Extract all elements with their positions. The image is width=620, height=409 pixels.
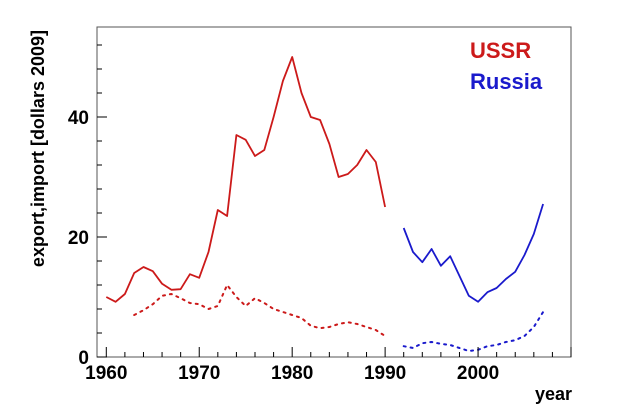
x-tick-label: 1960 bbox=[85, 363, 127, 384]
y-tick-label: 20 bbox=[68, 228, 89, 249]
plot-frame bbox=[96, 26, 572, 358]
series-line-russia-import bbox=[402, 311, 545, 352]
series-line-russia-export bbox=[402, 203, 544, 303]
series-layer bbox=[105, 56, 545, 352]
series-line-ussr-import bbox=[133, 284, 387, 337]
series-line-ussr-export bbox=[105, 56, 386, 303]
axis-layer: 1960 1970 1980 1990 2000 0 20 40 bbox=[68, 44, 572, 384]
y-tick-label: 40 bbox=[68, 108, 89, 129]
x-axis-label: year bbox=[535, 384, 572, 404]
x-tick-label: 1970 bbox=[178, 363, 220, 384]
legend-ussr: USSR bbox=[470, 38, 531, 63]
x-tick-label: 2000 bbox=[457, 363, 499, 384]
y-axis-label: export,import [dollars 2009] bbox=[28, 30, 48, 267]
legend-russia: Russia bbox=[470, 69, 543, 94]
x-tick-label: 1980 bbox=[271, 363, 313, 384]
x-tick-label: 1990 bbox=[364, 363, 406, 384]
y-tick-label: 0 bbox=[78, 348, 89, 369]
